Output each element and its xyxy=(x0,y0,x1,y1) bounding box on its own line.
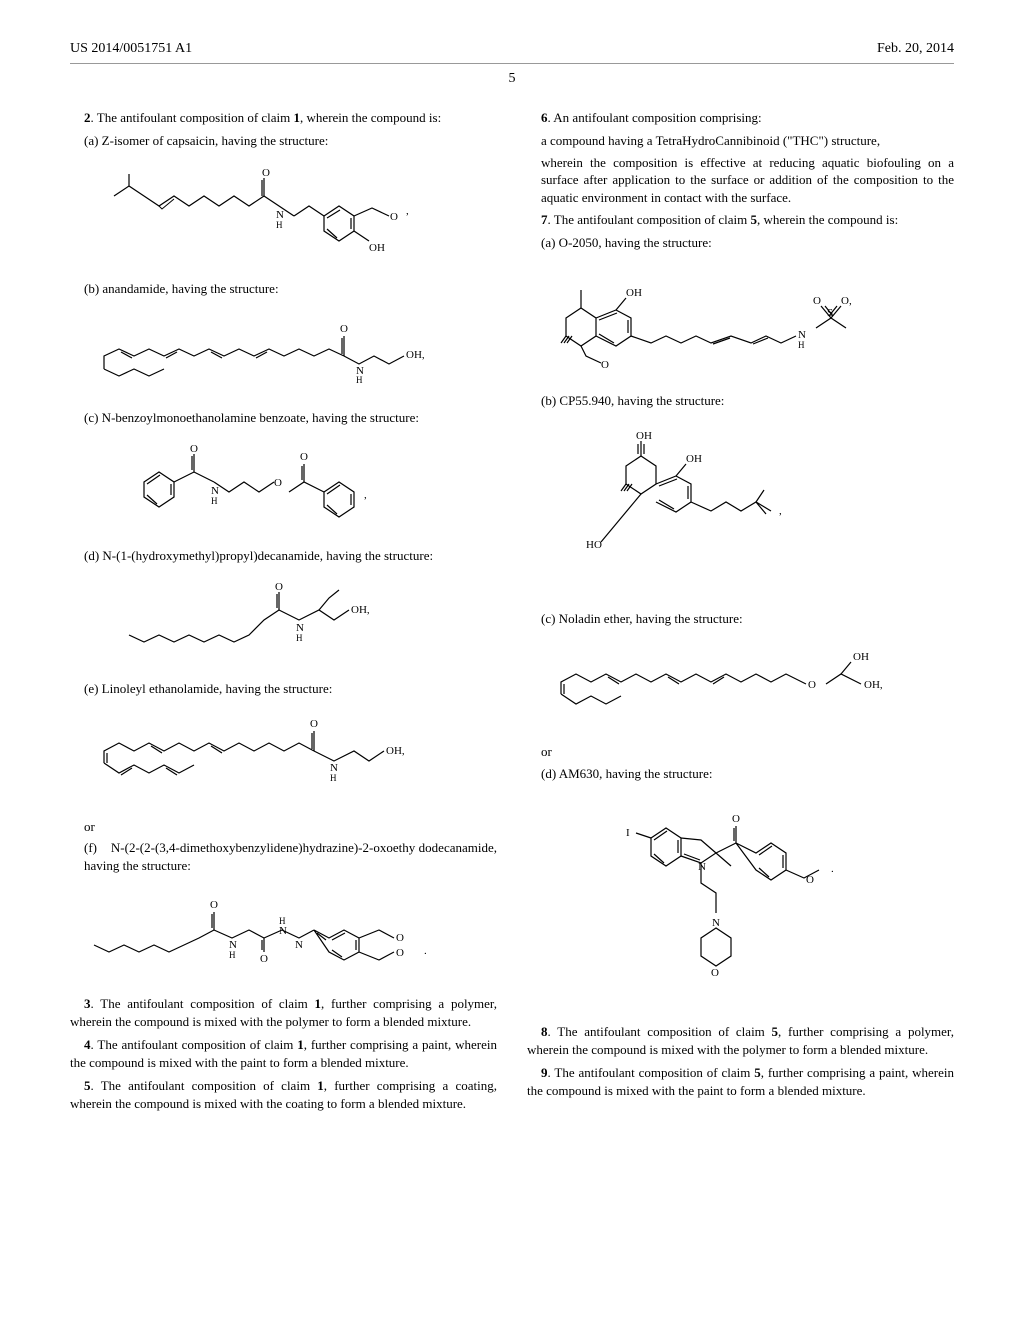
svg-text:H: H xyxy=(798,340,805,350)
claim-6-sub1: a compound having a TetraHydroCannibinoi… xyxy=(541,132,954,150)
svg-text:OH: OH xyxy=(636,430,652,442)
claim-9: 9. The antifoulant composition of claim … xyxy=(527,1064,954,1099)
structure-linoleyl: O N H OH, xyxy=(70,707,497,804)
svg-text:OH,: OH, xyxy=(386,745,405,757)
svg-text:N: N xyxy=(295,939,303,951)
svg-text:,: , xyxy=(779,505,782,517)
or-label-r: or xyxy=(541,743,954,761)
svg-text:O: O xyxy=(396,932,404,944)
svg-text:O: O xyxy=(813,295,821,307)
right-column: 6. An antifoulant composition comprising… xyxy=(527,109,954,1118)
svg-text:O: O xyxy=(190,443,198,455)
structure-dodecanamide: O N H O H N N O O . xyxy=(70,884,497,981)
svg-text:O: O xyxy=(806,874,814,886)
svg-text:,: , xyxy=(406,205,409,217)
svg-text:O: O xyxy=(210,899,218,911)
svg-text:OH,: OH, xyxy=(351,604,370,616)
claim-body: . The antifoulant composition of claim xyxy=(91,110,294,125)
item-7c: (c) Noladin ether, having the structure: xyxy=(541,610,954,628)
label-H: H xyxy=(276,220,283,230)
label-OH: OH, xyxy=(406,349,425,361)
left-column: 2. The antifoulant composition of claim … xyxy=(70,109,497,1118)
claim-4: 4. The antifoulant composition of claim … xyxy=(70,1036,497,1071)
claim-2: 2. The antifoulant composition of claim … xyxy=(70,109,497,127)
claim-body: . The antifoulant composition of claim xyxy=(548,1065,755,1080)
svg-text:S: S xyxy=(827,307,833,319)
claim-6: 6. An antifoulant composition comprising… xyxy=(527,109,954,127)
svg-text:OH,: OH, xyxy=(864,679,883,691)
claim-8: 8. The antifoulant composition of claim … xyxy=(527,1023,954,1058)
label-O: O xyxy=(262,167,270,179)
item-f-text: N-(2-(2-(3,4-dimethoxybenzylidene)hydraz… xyxy=(84,840,497,873)
page-number: 5 xyxy=(70,70,954,89)
svg-text:O: O xyxy=(274,477,282,489)
svg-text:OH: OH xyxy=(626,287,642,299)
svg-text:.: . xyxy=(831,863,834,875)
svg-text:O,: O, xyxy=(841,295,852,307)
claim-tail: , wherein the compound is: xyxy=(300,110,441,125)
label-H: H xyxy=(356,375,363,384)
structure-o2050: OH O N H S O, O xyxy=(527,262,954,379)
patent-number: US 2014/0051751 A1 xyxy=(70,40,192,59)
svg-text:,: , xyxy=(364,489,367,501)
svg-text:O: O xyxy=(601,359,609,368)
svg-text:N: N xyxy=(698,861,706,873)
claim-body: . The antifoulant composition of claim xyxy=(548,212,751,227)
svg-text:I: I xyxy=(626,827,630,839)
item-c: (c) N-benzoylmonoethanolamine benzoate, … xyxy=(84,409,497,427)
svg-text:O: O xyxy=(310,718,318,730)
item-f: (f) N-(2-(2-(3,4-dimethoxybenzylidene)hy… xyxy=(84,839,497,874)
svg-text:O: O xyxy=(396,947,404,959)
structure-noladin: O OH, OH xyxy=(527,638,954,730)
svg-text:H: H xyxy=(296,633,303,643)
svg-text:O: O xyxy=(732,813,740,825)
item-7b: (b) CP55.940, having the structure: xyxy=(541,392,954,410)
publication-date: Feb. 20, 2014 xyxy=(877,40,954,59)
structure-cp55940: OH OH HO , xyxy=(527,420,954,597)
svg-text:HO: HO xyxy=(586,539,602,551)
item-e: (e) Linoleyl ethanolamide, having the st… xyxy=(84,680,497,698)
structure-benzoate: O N H O O , xyxy=(70,436,497,533)
claim-7: 7. The antifoulant composition of claim … xyxy=(527,211,954,229)
svg-text:O: O xyxy=(300,451,308,463)
structure-am630: I O O N N O . xyxy=(527,792,954,1009)
or-label: or xyxy=(84,818,497,836)
claim-body: . The antifoulant composition of claim xyxy=(91,1078,318,1093)
claim-tail: , wherein the compound is: xyxy=(757,212,898,227)
svg-text:O: O xyxy=(808,679,816,691)
svg-text:OH: OH xyxy=(853,651,869,663)
label-OH: OH xyxy=(369,242,385,254)
structure-anandamide: O N H OH, xyxy=(70,308,497,395)
svg-text:N: N xyxy=(279,925,287,937)
svg-text:O: O xyxy=(260,953,268,965)
svg-text:H: H xyxy=(211,496,218,506)
item-a: (a) Z-isomer of capsaicin, having the st… xyxy=(84,132,497,150)
item-7d: (d) AM630, having the structure: xyxy=(541,765,954,783)
two-column-layout: 2. The antifoulant composition of claim … xyxy=(70,109,954,1118)
claim-body: . The antifoulant composition of claim xyxy=(91,1037,298,1052)
claim-6-sub2: wherein the composition is effective at … xyxy=(541,154,954,207)
svg-text:.: . xyxy=(424,945,427,957)
claim-body: . The antifoulant composition of claim xyxy=(548,1024,772,1039)
item-f-label: (f) xyxy=(84,840,97,855)
structure-decanamide: O N H OH, xyxy=(70,574,497,666)
item-7a: (a) O-2050, having the structure: xyxy=(541,234,954,252)
svg-text:N: N xyxy=(712,917,720,929)
claim-5: 5. The antifoulant composition of claim … xyxy=(70,1077,497,1112)
svg-text:H: H xyxy=(330,773,337,783)
structure-capsaicin: O N H O OH , xyxy=(70,160,497,267)
svg-text:O: O xyxy=(711,967,719,979)
svg-text:O: O xyxy=(275,581,283,593)
svg-text:OH: OH xyxy=(686,453,702,465)
svg-text:H: H xyxy=(229,950,236,960)
claim-body: . The antifoulant composition of claim xyxy=(91,996,315,1011)
label-O: O xyxy=(390,211,398,223)
claim-3: 3. The antifoulant composition of claim … xyxy=(70,995,497,1030)
label-O: O xyxy=(340,323,348,335)
claim-body: . An antifoulant composition comprising: xyxy=(548,110,762,125)
page-header: US 2014/0051751 A1 Feb. 20, 2014 xyxy=(70,40,954,64)
item-b: (b) anandamide, having the structure: xyxy=(84,280,497,298)
item-d: (d) N-(1-(hydroxymethyl)propyl)decanamid… xyxy=(84,547,497,565)
